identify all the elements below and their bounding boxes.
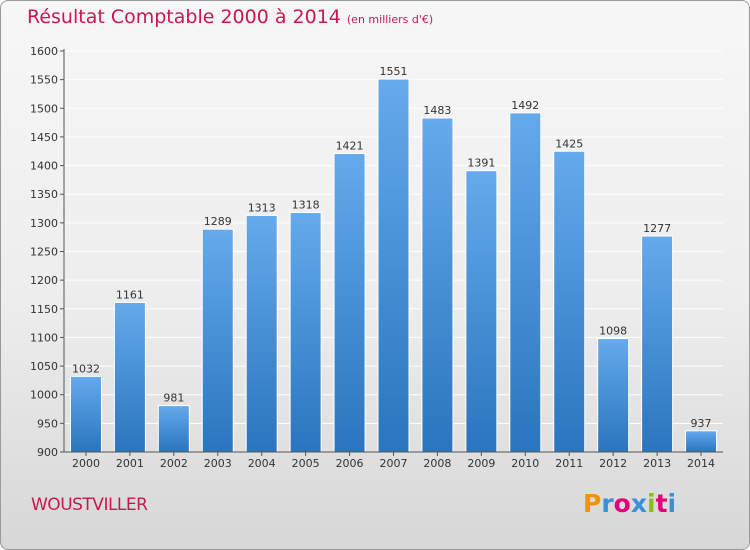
x-tick-label: 2011 xyxy=(555,457,583,470)
y-tick-label: 1550 xyxy=(30,74,58,87)
proxiti-logo[interactable]: Proxiti xyxy=(583,489,676,518)
logo-letter: P xyxy=(583,489,602,518)
y-tick-label: 1350 xyxy=(30,188,58,201)
x-tick-label: 2003 xyxy=(204,457,232,470)
y-tick-label: 1500 xyxy=(30,102,58,115)
bar xyxy=(113,301,146,453)
x-tick-label: 2014 xyxy=(687,457,715,470)
bar-value-label: 1425 xyxy=(555,137,583,150)
bar-value-label: 1421 xyxy=(336,140,364,153)
chart-title: Résultat Comptable 2000 à 2014 (en millie… xyxy=(27,6,433,28)
x-tick-label: 2004 xyxy=(248,457,276,470)
bar-value-label: 1313 xyxy=(248,201,276,214)
bar xyxy=(597,338,630,453)
logo-letter: i xyxy=(647,489,656,518)
y-tick-label: 1150 xyxy=(30,303,58,316)
y-tick-label: 1100 xyxy=(30,331,58,344)
bar xyxy=(553,150,586,453)
x-tick-label: 2009 xyxy=(467,457,495,470)
bar xyxy=(289,212,322,453)
y-tick-label: 950 xyxy=(37,417,58,430)
bar xyxy=(641,235,674,453)
x-tick-label: 2005 xyxy=(292,457,320,470)
bar xyxy=(333,153,366,453)
x-tick-label: 2006 xyxy=(336,457,364,470)
y-tick-label: 900 xyxy=(37,446,58,459)
bar-value-label: 937 xyxy=(691,417,712,430)
logo-letter: i xyxy=(667,489,677,518)
logo-letter: x xyxy=(630,489,647,518)
bar xyxy=(157,405,190,453)
bar xyxy=(69,375,102,453)
bar-value-label: 1098 xyxy=(599,325,627,338)
bar xyxy=(509,112,542,453)
y-tick-label: 1600 xyxy=(30,45,58,58)
bar xyxy=(685,430,718,453)
x-tick-label: 2000 xyxy=(72,457,100,470)
bar xyxy=(245,214,278,453)
x-tick-label: 2007 xyxy=(380,457,408,470)
y-tick-label: 1250 xyxy=(30,246,58,259)
y-tick-label: 1450 xyxy=(30,131,58,144)
bar-value-label: 1483 xyxy=(423,104,451,117)
bar xyxy=(201,228,234,453)
title-text: Résultat Comptable 2000 à 2014 xyxy=(27,6,341,28)
bar-value-label: 1032 xyxy=(72,362,100,375)
bar-value-label: 1289 xyxy=(204,215,232,228)
bar xyxy=(421,117,454,453)
x-tick-label: 2010 xyxy=(511,457,539,470)
bar-value-label: 1492 xyxy=(511,99,539,112)
bar-value-label: 981 xyxy=(163,392,184,405)
logo-letter: o xyxy=(613,489,631,518)
x-tick-label: 2001 xyxy=(116,457,144,470)
bar-value-label: 1277 xyxy=(643,222,671,235)
x-tick-label: 2012 xyxy=(599,457,627,470)
bar-value-label: 1391 xyxy=(467,157,495,170)
logo-letter: r xyxy=(601,489,614,518)
y-tick-label: 1050 xyxy=(30,360,58,373)
y-tick-label: 1200 xyxy=(30,274,58,287)
x-tick-label: 2008 xyxy=(423,457,451,470)
x-tick-label: 2002 xyxy=(160,457,188,470)
x-tick-label: 2013 xyxy=(643,457,671,470)
bar-value-label: 1161 xyxy=(116,288,144,301)
bar xyxy=(465,170,498,453)
commune-name: WOUSTVILLER xyxy=(31,495,148,515)
y-tick-label: 1300 xyxy=(30,217,58,230)
logo-letter: t xyxy=(655,489,668,518)
bar-value-label: 1318 xyxy=(292,199,320,212)
bar xyxy=(377,78,410,453)
bar-value-label: 1551 xyxy=(380,65,408,78)
y-tick-label: 1000 xyxy=(30,389,58,402)
y-tick-label: 1400 xyxy=(30,160,58,173)
title-unit: (en milliers d'€) xyxy=(346,13,434,26)
